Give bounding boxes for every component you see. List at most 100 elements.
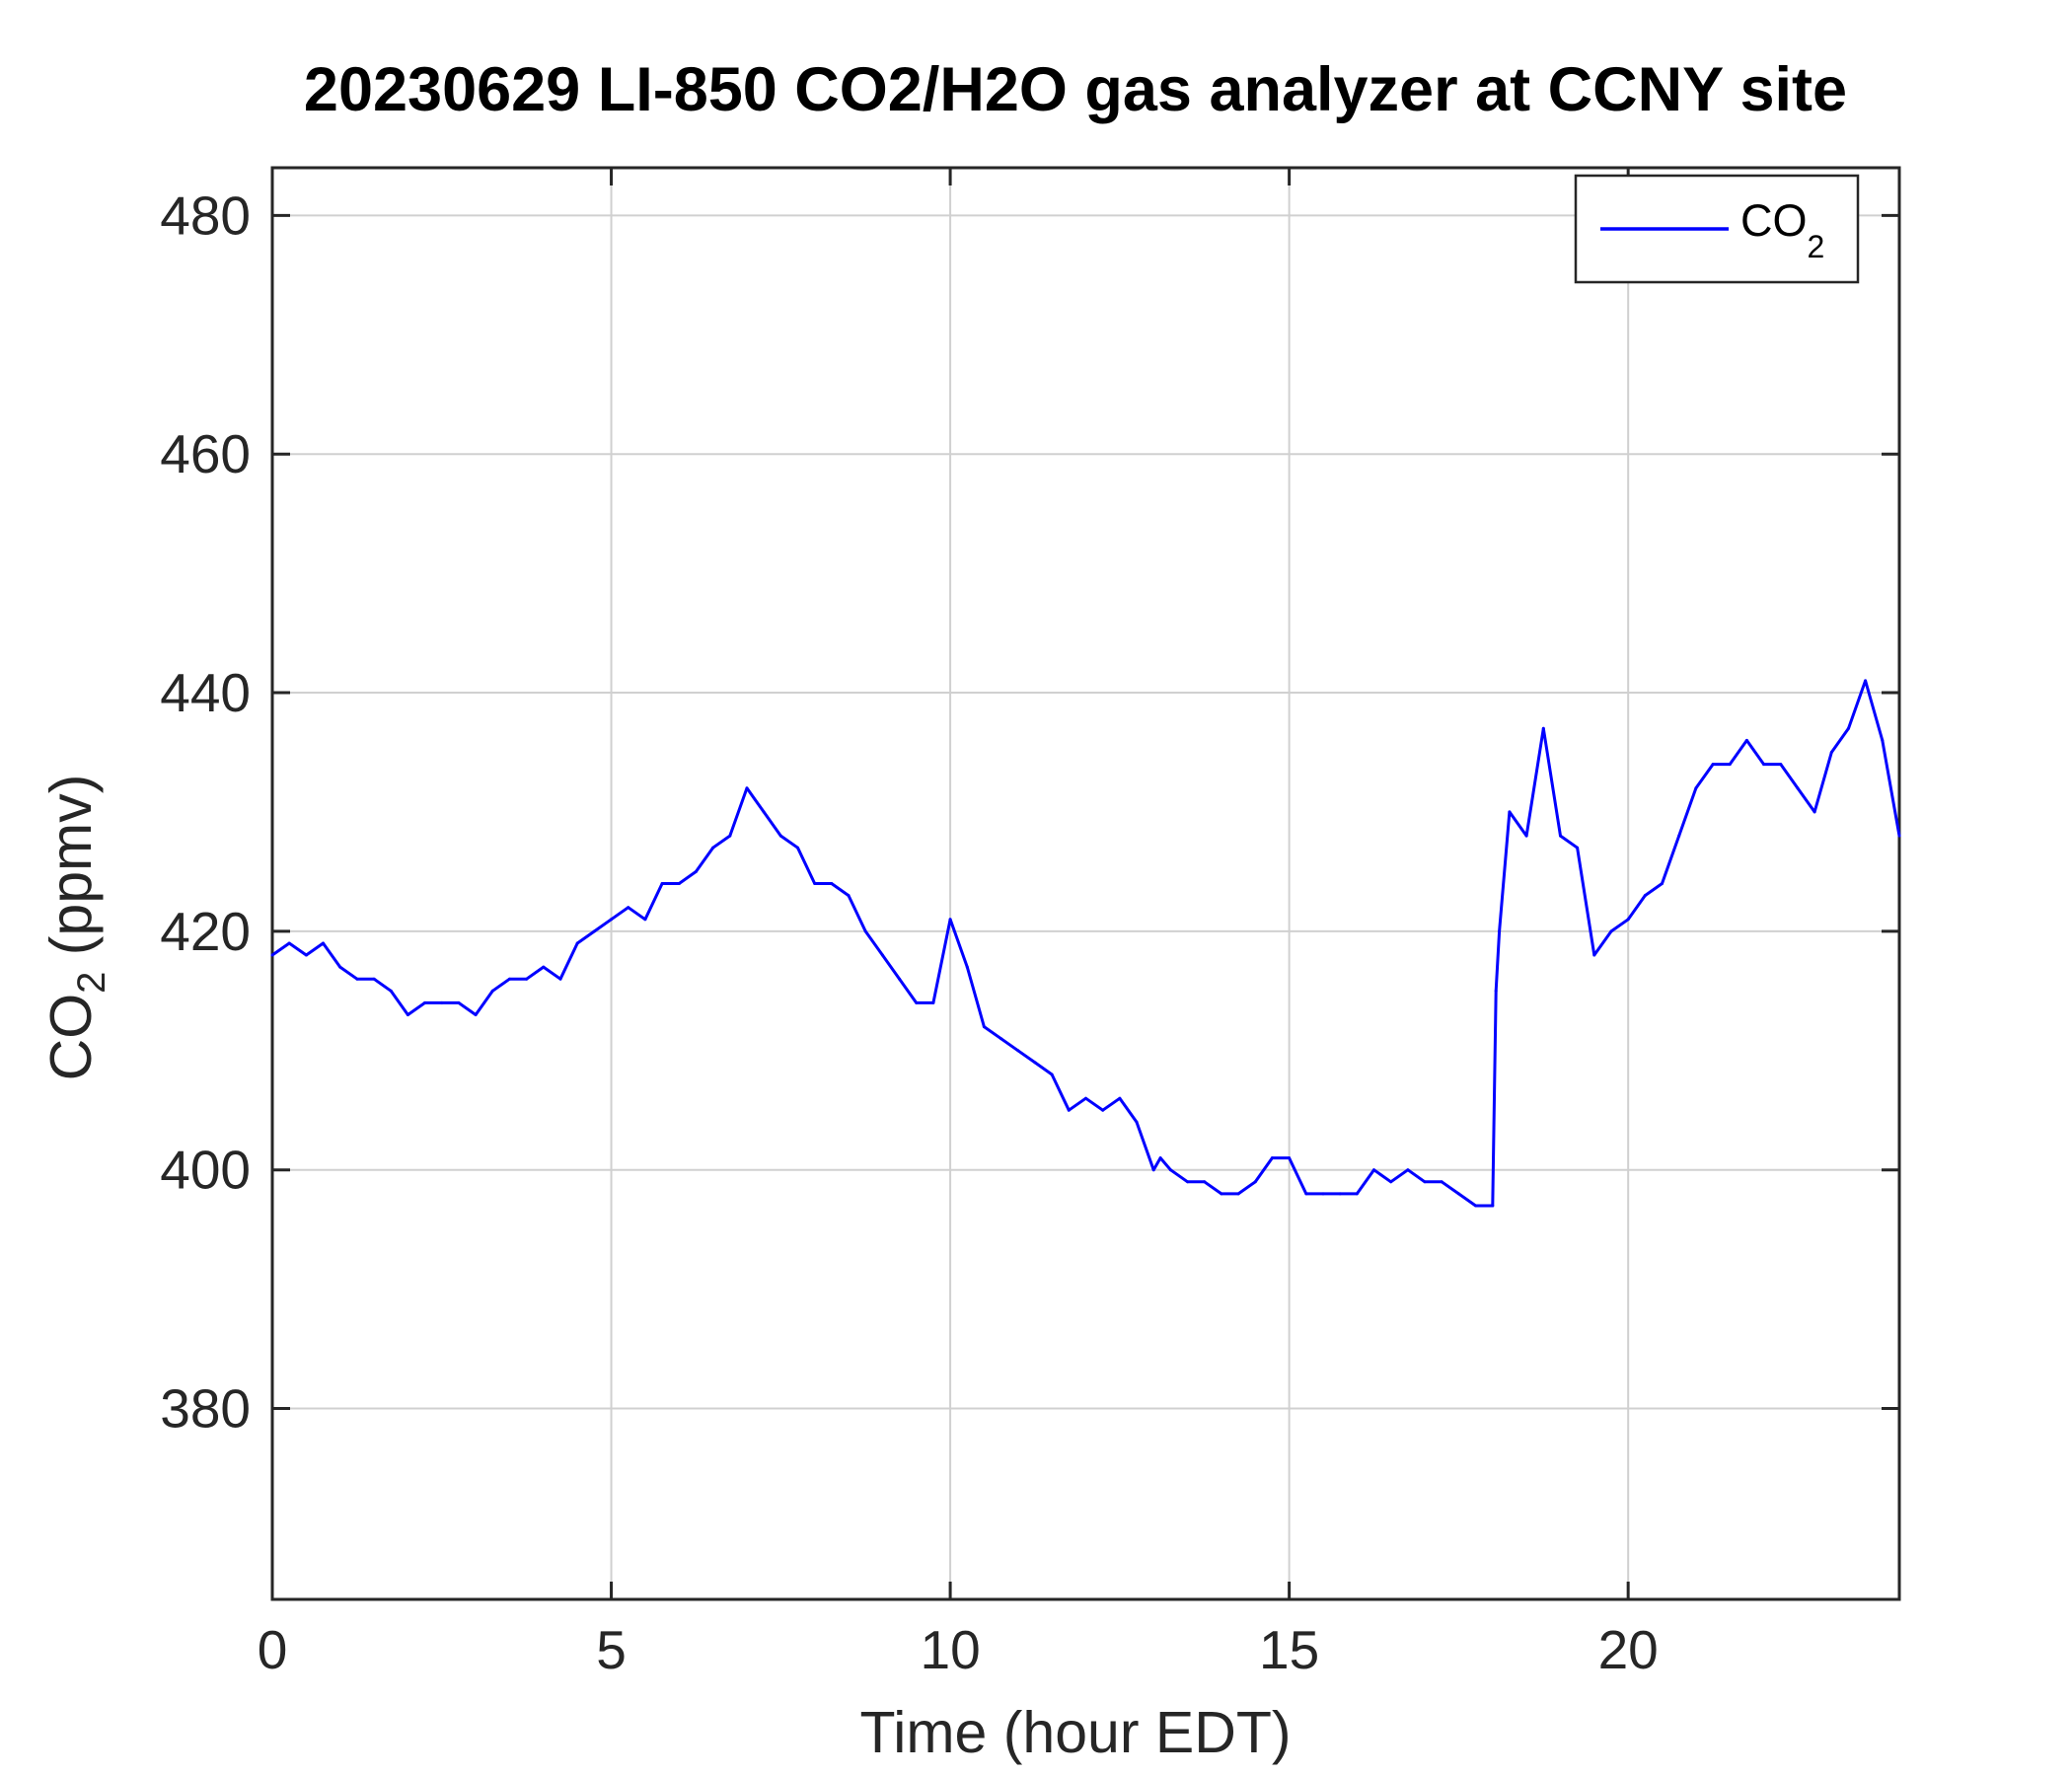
data-point bbox=[1677, 834, 1681, 838]
data-point bbox=[1440, 1180, 1443, 1184]
data-point bbox=[1694, 786, 1698, 790]
data-point bbox=[525, 977, 529, 981]
chart-title: 20230629 LI-850 CO2/H2O gas analyzer at … bbox=[304, 55, 1847, 124]
y-tick-label: 460 bbox=[160, 423, 251, 484]
data-point bbox=[880, 953, 884, 957]
data-point bbox=[677, 882, 681, 885]
data-point bbox=[270, 953, 274, 957]
data-point bbox=[1084, 1096, 1087, 1100]
data-point bbox=[1541, 726, 1545, 730]
x-tick-label: 0 bbox=[258, 1619, 288, 1680]
data-point bbox=[592, 929, 596, 933]
data-point bbox=[457, 1000, 461, 1004]
data-point bbox=[1338, 1192, 1342, 1196]
data-point bbox=[1559, 834, 1562, 838]
data-point bbox=[338, 965, 342, 969]
data-point bbox=[898, 977, 902, 981]
data-point bbox=[1158, 1156, 1162, 1160]
y-tick-label: 420 bbox=[160, 901, 251, 962]
data-point bbox=[1168, 1168, 1172, 1172]
data-point bbox=[1813, 810, 1816, 814]
data-point bbox=[1270, 1156, 1274, 1160]
data-point bbox=[982, 1025, 986, 1029]
y-tick-label: 380 bbox=[160, 1378, 251, 1440]
data-point bbox=[762, 810, 766, 814]
data-point bbox=[728, 834, 732, 838]
x-tick-label: 10 bbox=[920, 1619, 980, 1680]
x-tick-label: 20 bbox=[1598, 1619, 1659, 1680]
data-point bbox=[1643, 894, 1647, 898]
data-point bbox=[542, 965, 546, 969]
data-point bbox=[1524, 834, 1528, 838]
y-tick-label: 400 bbox=[160, 1140, 251, 1201]
series-line-co2 bbox=[271, 679, 1901, 1208]
data-point bbox=[355, 977, 359, 981]
data-point bbox=[1101, 1108, 1105, 1112]
data-point bbox=[796, 846, 799, 850]
data-point bbox=[1508, 810, 1512, 814]
data-point bbox=[915, 1000, 919, 1004]
data-point bbox=[778, 834, 782, 838]
data-point bbox=[508, 977, 511, 981]
legend-label-subscript: 2 bbox=[1808, 229, 1825, 264]
data-point bbox=[1864, 679, 1868, 683]
data-point bbox=[406, 1013, 409, 1016]
x-tick-labels: 0 5 10 15 20 bbox=[258, 1619, 1659, 1680]
data-point bbox=[830, 882, 834, 885]
x-axis-label: Time (hour EDT) bbox=[859, 1700, 1291, 1765]
data-point bbox=[558, 977, 562, 981]
data-point bbox=[643, 918, 647, 922]
data-point bbox=[1897, 834, 1901, 838]
data-point bbox=[1494, 989, 1498, 993]
data-point bbox=[711, 846, 715, 850]
data-point bbox=[474, 1013, 478, 1016]
data-point bbox=[1406, 1168, 1410, 1172]
data-point bbox=[1151, 1168, 1155, 1172]
data-point bbox=[1661, 882, 1664, 885]
data-point bbox=[1711, 763, 1715, 767]
data-point bbox=[1847, 726, 1850, 730]
data-point bbox=[1744, 738, 1748, 742]
data-point bbox=[1423, 1180, 1427, 1184]
legend-label: CO2 bbox=[1740, 195, 1824, 264]
data-point bbox=[1592, 953, 1596, 957]
y-tick-label: 440 bbox=[160, 662, 251, 723]
data-point bbox=[1304, 1192, 1308, 1196]
data-point bbox=[1016, 1049, 1020, 1053]
data-point bbox=[1033, 1061, 1037, 1065]
y-axis-label-subscript: 2 bbox=[70, 972, 113, 994]
data-point bbox=[389, 989, 393, 993]
y-axis-label: CO2 (ppmv) bbox=[38, 775, 113, 1081]
data-point bbox=[1491, 1204, 1495, 1208]
x-tick-label: 15 bbox=[1259, 1619, 1319, 1680]
data-point bbox=[1253, 1180, 1257, 1184]
data-point bbox=[1236, 1192, 1240, 1196]
data-point bbox=[965, 965, 969, 969]
data-point bbox=[1829, 751, 1833, 754]
data-point bbox=[948, 918, 952, 922]
data-point bbox=[931, 1000, 935, 1004]
y-axis-label-units: (ppmv) bbox=[38, 775, 104, 972]
data-point bbox=[1050, 1073, 1054, 1076]
data-point bbox=[627, 906, 630, 910]
data-point bbox=[610, 918, 613, 922]
data-point bbox=[1118, 1096, 1122, 1100]
data-point bbox=[660, 882, 664, 885]
y-axis-label-main: CO bbox=[38, 994, 104, 1081]
data-point bbox=[1498, 929, 1502, 933]
data-point bbox=[304, 953, 308, 957]
data-point bbox=[1067, 1108, 1071, 1112]
data-point bbox=[863, 929, 867, 933]
data-point bbox=[1135, 1120, 1139, 1124]
tick-marks bbox=[270, 168, 1899, 1599]
data-point bbox=[322, 941, 325, 945]
y-tick-label: 480 bbox=[160, 185, 251, 246]
legend-label-main: CO bbox=[1740, 195, 1808, 246]
data-point bbox=[575, 941, 579, 945]
data-point bbox=[1355, 1192, 1359, 1196]
plot-area-frame bbox=[270, 166, 1901, 1601]
data-point bbox=[423, 1000, 427, 1004]
data-point bbox=[1456, 1192, 1460, 1196]
